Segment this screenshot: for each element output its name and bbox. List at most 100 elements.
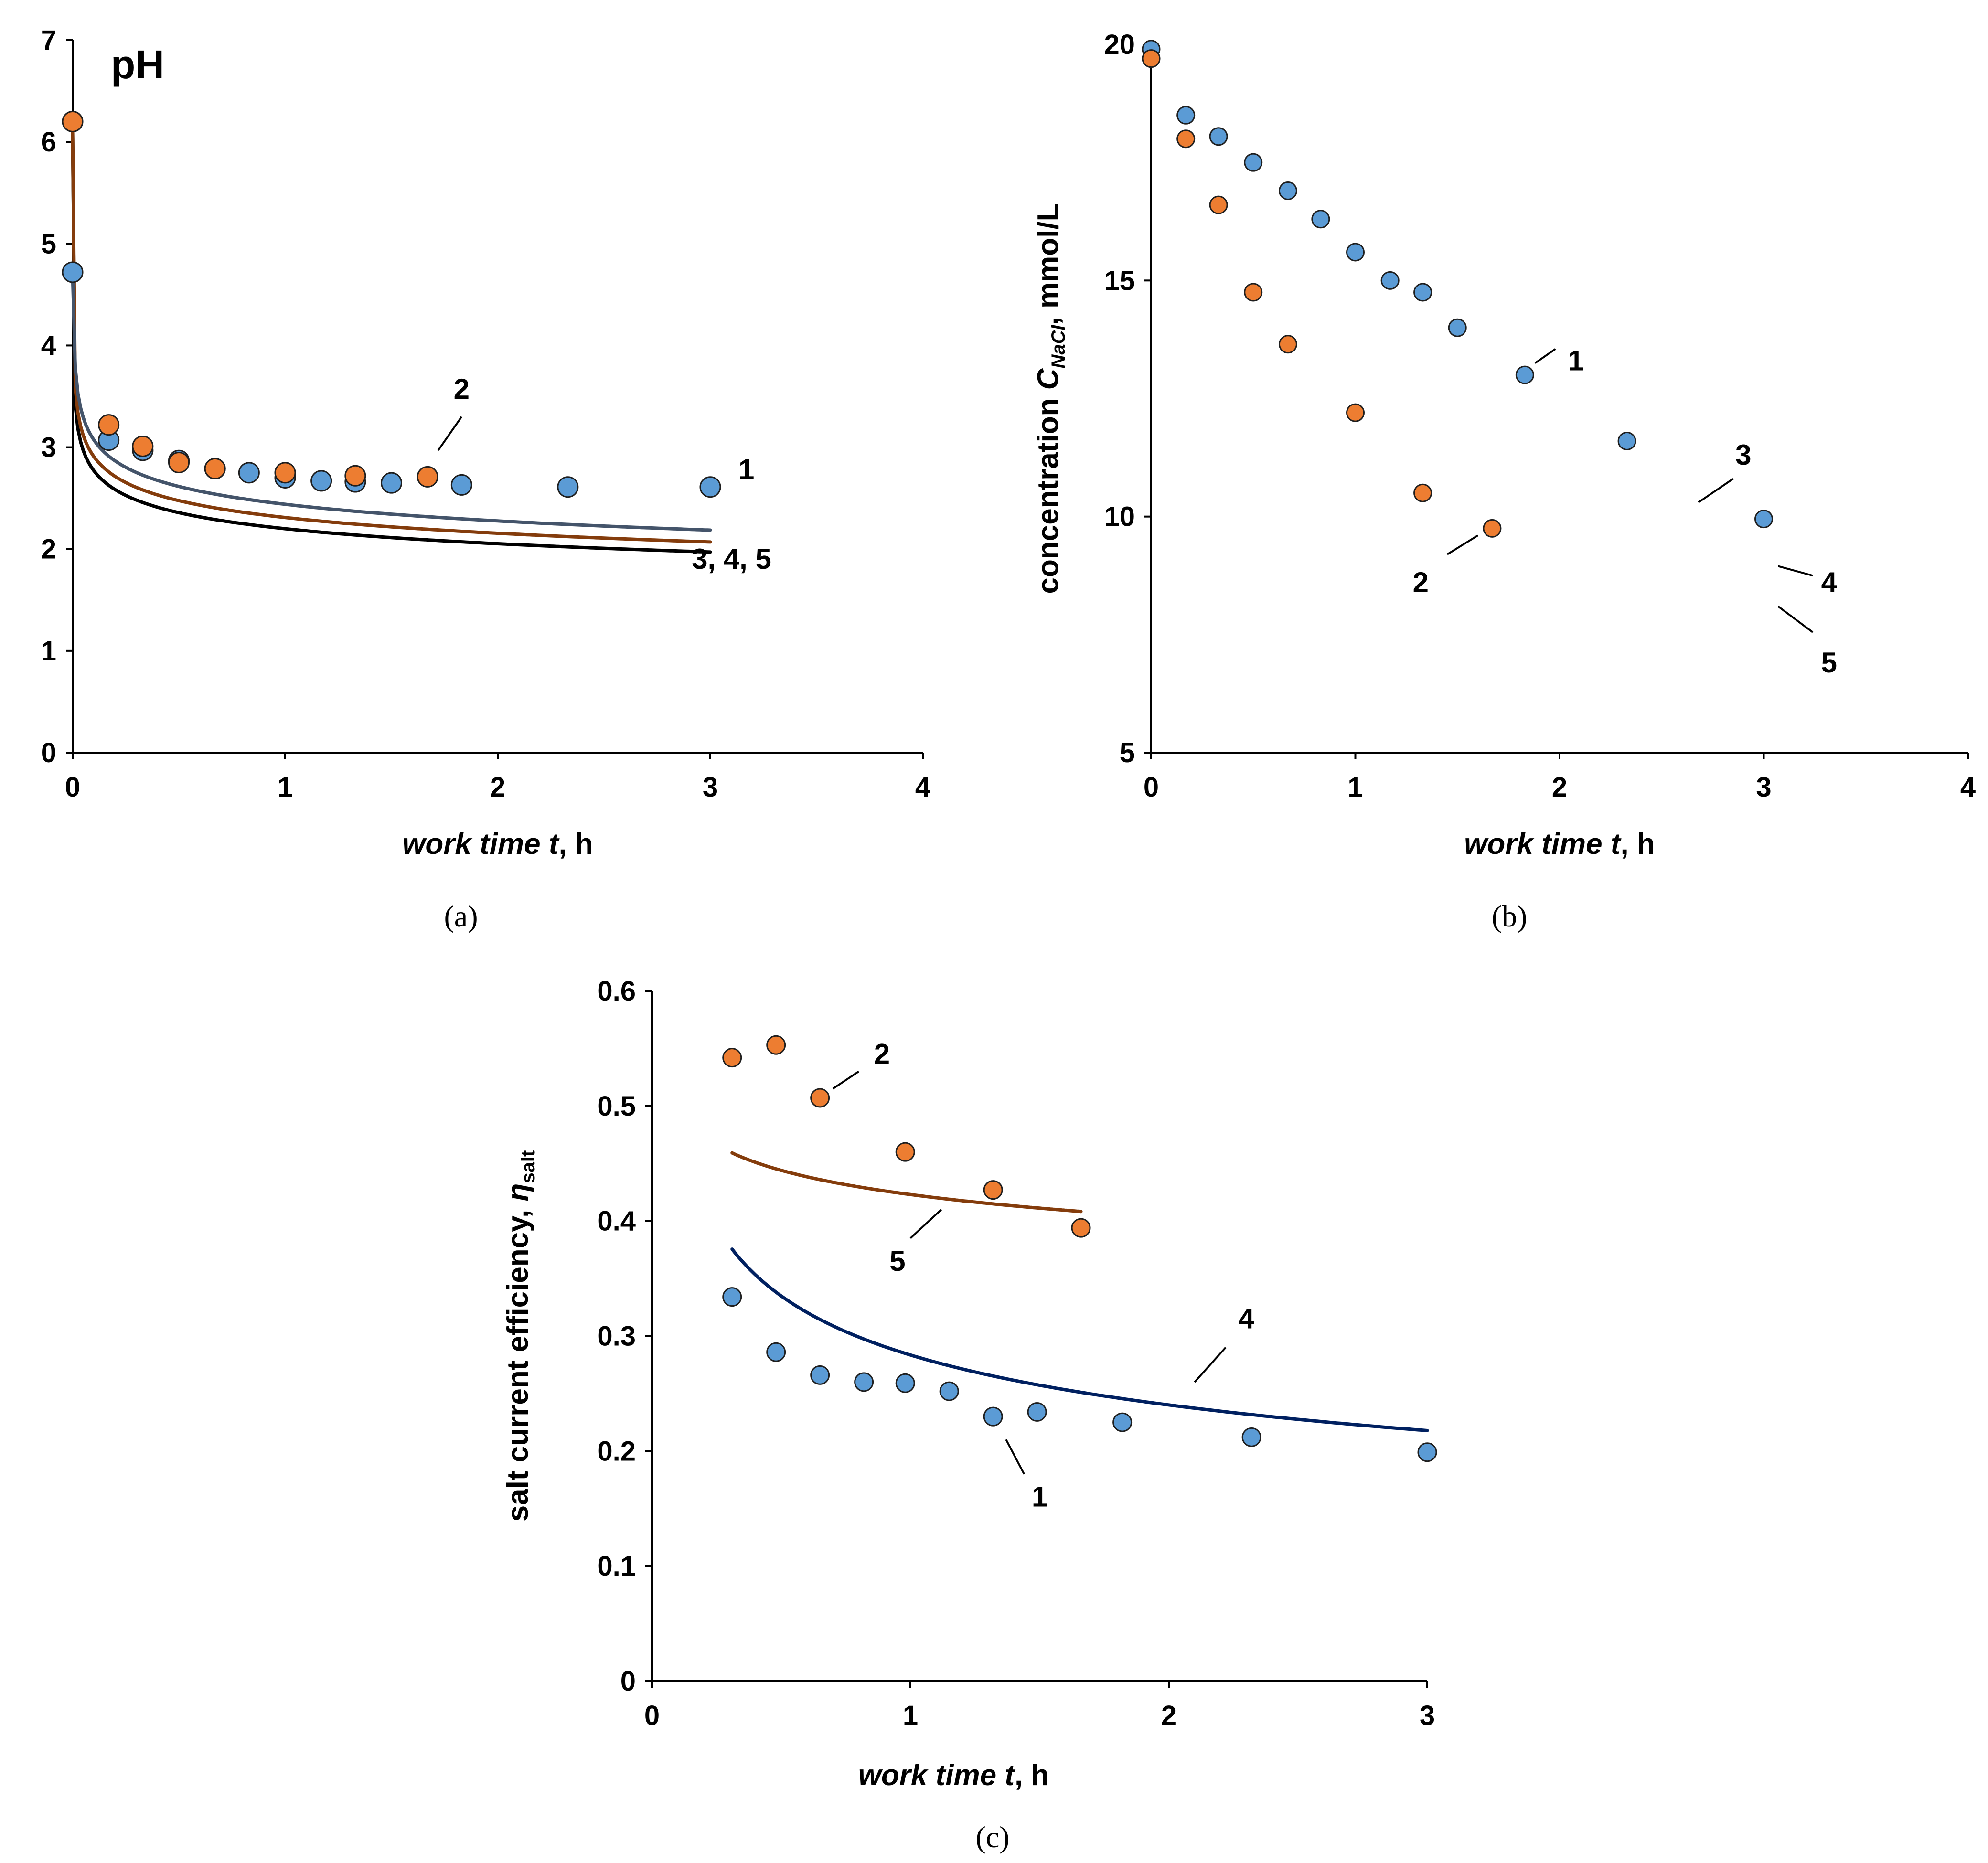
series-2-point xyxy=(1142,49,1161,68)
panel-c-current-efficiency-chart: 0 1 2 3 0 0.1 0.2 0.3 0.4 0.5 0.6 2 5 4 1 work time t, … xyxy=(502,976,1437,1854)
series-2-point xyxy=(895,1142,915,1162)
y-axis-label-post: , mmol/L xyxy=(1032,203,1065,325)
x-axis-label-italic: work time t xyxy=(858,1759,1016,1792)
series-3-line xyxy=(71,130,712,554)
panel-caption: (b) xyxy=(1492,899,1528,933)
series-1-point xyxy=(1417,1442,1437,1462)
curve-label: 3 xyxy=(1735,439,1751,471)
series-1-point xyxy=(1754,510,1773,529)
series-1-point xyxy=(1617,431,1636,450)
y-tick-label: 0.2 xyxy=(597,1436,636,1467)
x-tick-label: 1 xyxy=(1347,772,1363,803)
curve-label: 5 xyxy=(1821,647,1837,679)
y-tick-label: 0 xyxy=(620,1666,636,1697)
series-1-point xyxy=(450,474,472,496)
curve-label-leader xyxy=(1005,1439,1025,1475)
series-2-point xyxy=(1278,335,1297,354)
curve-label-leader xyxy=(832,1070,859,1090)
panel-a-ph-chart: 0 1 2 3 4 0 1 2 3 4 5 6 7 1 2 3, 4, 5 pH work time t, h (a… xyxy=(41,25,930,933)
series-1-point xyxy=(895,1373,915,1393)
series-1-point xyxy=(557,476,579,498)
curve-label: 1 xyxy=(1568,344,1584,376)
y-axis-label-pre: concentration xyxy=(1032,390,1065,594)
series-2-point xyxy=(1346,403,1365,422)
series-1-point xyxy=(1413,283,1432,302)
series-1-point xyxy=(1027,1402,1047,1422)
curve-label-leader xyxy=(909,1209,942,1239)
x-tick-label: 2 xyxy=(1552,772,1567,803)
curve-label: 2 xyxy=(454,373,470,405)
y-axis-label: concentration CNaCl, mmol/L xyxy=(1032,203,1069,594)
series-1-point xyxy=(854,1372,874,1392)
panel-b-concentration-chart: 0 1 2 3 4 5 10 15 20 1 2 3 4 5 work time t, h concentra… xyxy=(1032,29,1976,933)
x-tick-label: 3 xyxy=(703,772,718,803)
y-tick-label: 0.3 xyxy=(597,1321,636,1352)
series-2-point xyxy=(98,414,120,436)
series-2-point xyxy=(62,111,84,133)
series-1-point xyxy=(62,261,84,283)
y-tick-label: 1 xyxy=(41,636,56,667)
curve-label-leader xyxy=(1534,348,1556,364)
curve-label-leader xyxy=(1698,478,1734,503)
series-1-point xyxy=(1176,106,1196,125)
series-2-point xyxy=(983,1180,1003,1200)
panel-caption: (a) xyxy=(444,899,478,933)
series-2-point xyxy=(1176,129,1196,149)
curve-label: 2 xyxy=(874,1038,890,1070)
x-tick-label: 4 xyxy=(1960,772,1976,803)
series-1-point xyxy=(381,472,402,494)
series-1-point xyxy=(939,1381,959,1401)
x-tick-label: 4 xyxy=(915,772,930,803)
curve-label: 4 xyxy=(1239,1302,1255,1334)
y-tick-label: 6 xyxy=(41,127,56,158)
x-tick-label: 0 xyxy=(1144,772,1159,803)
x-tick-label: 2 xyxy=(1161,1700,1176,1731)
series-2-point xyxy=(1413,483,1432,502)
y-tick-label: 5 xyxy=(1120,737,1135,768)
series-5-line xyxy=(730,1151,1083,1214)
x-tick-label: 2 xyxy=(490,772,505,803)
x-axis-label-unit: , h xyxy=(1015,1759,1049,1792)
curve-label-leader xyxy=(437,416,462,451)
series-1-point xyxy=(1112,1412,1133,1432)
y-tick-label: 2 xyxy=(41,534,56,565)
y-tick-label: 0.1 xyxy=(597,1551,636,1582)
series-2-point xyxy=(168,452,190,474)
series-2-point xyxy=(417,466,438,488)
series-2-point xyxy=(1483,519,1502,538)
x-axis-label-unit: , h xyxy=(1620,828,1655,861)
chart-inner-title: pH xyxy=(111,42,164,87)
y-tick-label: 0 xyxy=(41,737,56,768)
series-2-point xyxy=(1071,1218,1091,1238)
x-axis-label-italic: work time t xyxy=(1464,828,1622,861)
curve-label-leader xyxy=(1194,1347,1227,1383)
series-2-point xyxy=(766,1035,786,1055)
series-4-line xyxy=(730,1247,1429,1432)
curve-label: 4 xyxy=(1821,566,1838,598)
y-tick-label: 7 xyxy=(41,25,56,56)
series-4-line xyxy=(71,130,712,544)
y-tick-label: 0.5 xyxy=(597,1091,636,1122)
series-2-point xyxy=(204,458,226,479)
y-axis-label: salt current efficiency, ηsalt xyxy=(502,1150,539,1522)
y-tick-label: 0.4 xyxy=(597,1206,636,1237)
curve-label: 1 xyxy=(1032,1481,1047,1513)
x-axis-label: work time t, h xyxy=(1464,828,1655,861)
y-axis-label-subscript: salt xyxy=(518,1150,539,1183)
curve-label: 3, 4, 5 xyxy=(692,543,771,575)
curve-label: 2 xyxy=(1413,566,1429,598)
x-tick-label: 3 xyxy=(1756,772,1771,803)
series-1-point xyxy=(238,462,260,484)
y-tick-label: 10 xyxy=(1104,501,1135,532)
y-tick-label: 3 xyxy=(41,432,56,463)
y-axis-label-pre: salt current efficiency, xyxy=(502,1202,534,1522)
x-tick-label: 1 xyxy=(903,1700,918,1731)
series-1-point xyxy=(810,1365,830,1385)
y-axis-label-subscript: NaCl xyxy=(1048,325,1069,369)
curve-label: 5 xyxy=(889,1245,905,1277)
y-axis-label-symbol: C xyxy=(1032,368,1065,390)
x-tick-label: 0 xyxy=(644,1700,660,1731)
y-axis-label-symbol: η xyxy=(502,1183,534,1202)
series-1-point xyxy=(1241,1427,1261,1447)
